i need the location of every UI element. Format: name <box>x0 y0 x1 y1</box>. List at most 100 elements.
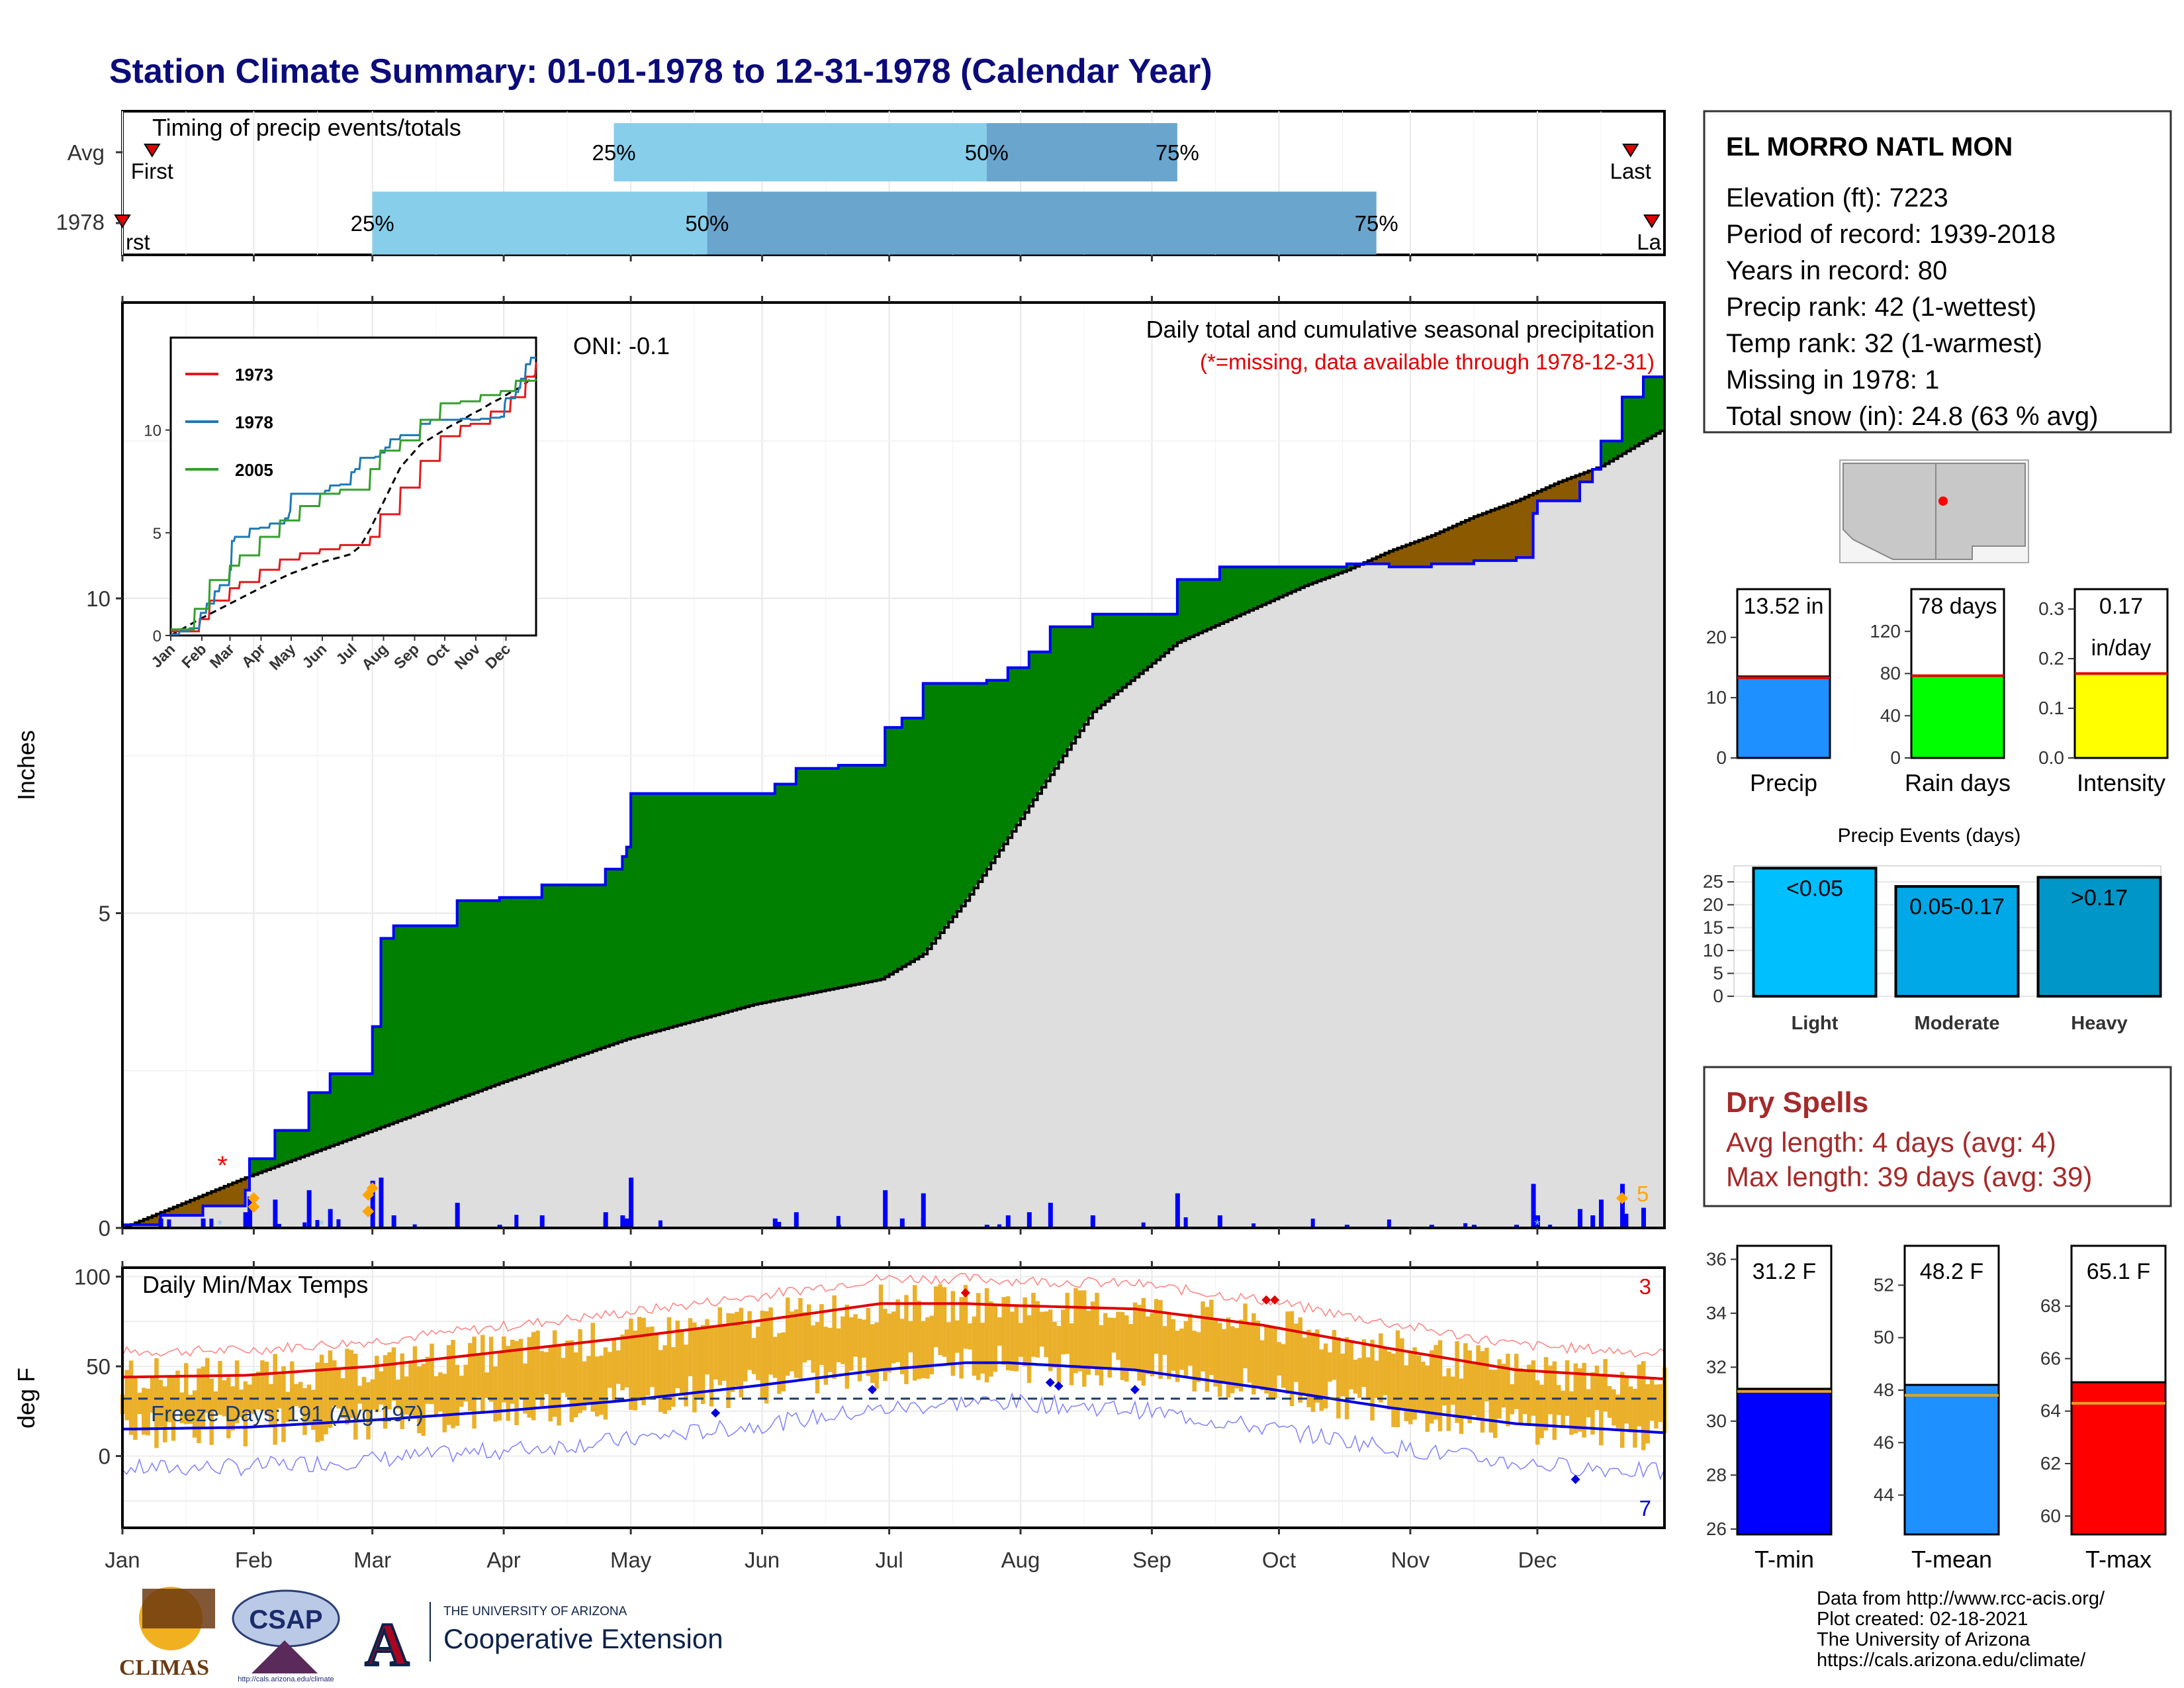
above-normal-segment <box>1625 397 1631 452</box>
below-normal-segment <box>1469 516 1475 565</box>
oni-label: ONI: -0.1 <box>573 332 670 359</box>
above-normal-segment <box>363 1073 369 1135</box>
avg-cumulative-line <box>122 428 1666 1229</box>
daily-temp-bar <box>324 1363 328 1434</box>
summary-bar-Precip <box>1736 675 1831 759</box>
daily-temp-bar <box>1421 1362 1426 1413</box>
summary-bar-tick-label: 40 <box>1880 705 1901 726</box>
daily-temp-bar <box>1044 1311 1048 1358</box>
daily-temp-bar <box>887 1313 892 1373</box>
daily-temp-bar <box>615 1350 621 1384</box>
daily-temp-bar <box>1344 1337 1349 1420</box>
above-normal-segment <box>1291 566 1297 592</box>
events-bar-Light <box>1752 867 1878 998</box>
daily-temp-bar <box>425 1356 430 1404</box>
daily-temp-bar <box>942 1287 947 1357</box>
csap-logo-text: CSAP <box>249 1605 322 1634</box>
above-normal-segment <box>668 793 674 1028</box>
above-normal-segment <box>1016 667 1021 826</box>
daily-temp-bar <box>1488 1370 1494 1433</box>
daily-temp-bar <box>696 1329 702 1398</box>
record-low-marker <box>711 1408 721 1418</box>
daily-temp-bar <box>531 1332 536 1421</box>
daily-temp-bar <box>980 1323 985 1374</box>
daily-temp-bar <box>908 1321 913 1353</box>
daily-temp-bar <box>230 1386 235 1430</box>
above-normal-segment <box>512 897 517 1080</box>
summary-bar-name: Intensity <box>2077 769 2165 796</box>
daily-temp-bar <box>467 1342 473 1411</box>
below-normal-segment <box>1473 514 1479 561</box>
daily-temp-bar <box>349 1350 354 1419</box>
daily-precip-bar <box>1514 1225 1519 1228</box>
daily-temp-bar <box>955 1320 960 1353</box>
above-normal-segment <box>537 897 543 1070</box>
daily-precip-bar <box>273 1199 278 1228</box>
daily-temp-bar <box>1641 1361 1646 1450</box>
record-low-line <box>122 1392 1665 1481</box>
temp-bar-T-mean <box>1903 1383 2000 1536</box>
summary-bar-tick-label: 0.0 <box>2038 747 2064 768</box>
below-normal-segment <box>1482 511 1487 561</box>
legend-1973-label: 1973 <box>235 365 273 385</box>
daily-temp-bar <box>1171 1319 1175 1371</box>
daily-temp-bar <box>1162 1326 1167 1355</box>
summary-bar-tick-label: 0 <box>1890 747 1901 768</box>
daily-temp-bar <box>1484 1347 1489 1402</box>
daily-temp-bar <box>790 1311 794 1372</box>
daily-temp-bar <box>205 1358 210 1413</box>
daily-precip-bar <box>1463 1223 1468 1228</box>
above-normal-segment <box>854 765 860 985</box>
daily-temp-bar <box>662 1345 667 1414</box>
daily-precip-bar <box>497 1225 502 1228</box>
daily-temp-bar <box>150 1376 155 1413</box>
daily-precip-bar <box>603 1218 608 1228</box>
daily-temp-bar <box>264 1362 269 1416</box>
daily-temp-bar <box>535 1331 540 1398</box>
summary-bar-tick-label: 0 <box>1716 747 1727 768</box>
above-normal-segment <box>838 765 843 988</box>
daily-temp-bar <box>963 1285 968 1349</box>
above-normal-segment <box>681 793 686 1025</box>
daily-temp-bar <box>366 1382 371 1440</box>
below-normal-segment <box>1490 508 1496 561</box>
daily-temp-bar <box>836 1328 841 1362</box>
above-normal-segment <box>880 765 886 980</box>
above-normal-segment <box>1214 579 1220 626</box>
above-normal-segment <box>808 768 813 994</box>
daily-temp-bar <box>412 1346 418 1419</box>
daily-temp-bar <box>1518 1368 1523 1424</box>
daily-temp-bar <box>463 1364 468 1402</box>
daily-temp-bar <box>124 1370 129 1421</box>
above-normal-segment <box>1101 614 1106 706</box>
above-normal-segment <box>1223 566 1229 622</box>
above-normal-segment <box>1236 566 1242 617</box>
daily-precip-bar <box>1251 1223 1256 1228</box>
daily-temp-bar <box>573 1352 578 1418</box>
month-label: Dec <box>1518 1548 1557 1572</box>
above-normal-segment <box>939 682 945 934</box>
daily-temp-bar <box>315 1362 320 1442</box>
daily-temp-bar <box>1416 1355 1422 1411</box>
daily-temp-bar <box>645 1327 651 1396</box>
record-low-count: 7 <box>1639 1496 1651 1521</box>
temp-bar-T-max <box>2070 1381 2167 1536</box>
above-normal-segment <box>469 900 475 1095</box>
daily-temp-bar <box>1340 1353 1345 1397</box>
station-line-2: Period of record: 1939-2018 <box>1726 220 2056 249</box>
daily-temp-bar <box>1383 1348 1388 1395</box>
daily-temp-bar <box>1023 1297 1027 1366</box>
timing-p50-label: 50% <box>685 211 729 236</box>
daily-temp-bar <box>1010 1311 1015 1371</box>
daily-temp-bar <box>285 1391 291 1422</box>
daily-precip-bar <box>1344 1225 1349 1228</box>
above-normal-segment <box>291 1130 296 1161</box>
timing-p25-label: 25% <box>592 140 635 165</box>
summary-bar-label: 13.52 in <box>1744 594 1824 619</box>
below-normal-segment <box>1486 510 1492 561</box>
dry-spells-avg: Avg length: 4 days (avg: 4) <box>1726 1127 2056 1158</box>
daily-temp-bar <box>684 1344 688 1407</box>
temp-bar-tick-label: 26 <box>1706 1519 1727 1539</box>
daily-temp-bar <box>1535 1380 1540 1445</box>
